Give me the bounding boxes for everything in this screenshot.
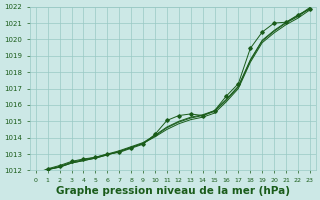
X-axis label: Graphe pression niveau de la mer (hPa): Graphe pression niveau de la mer (hPa) [56, 186, 290, 196]
